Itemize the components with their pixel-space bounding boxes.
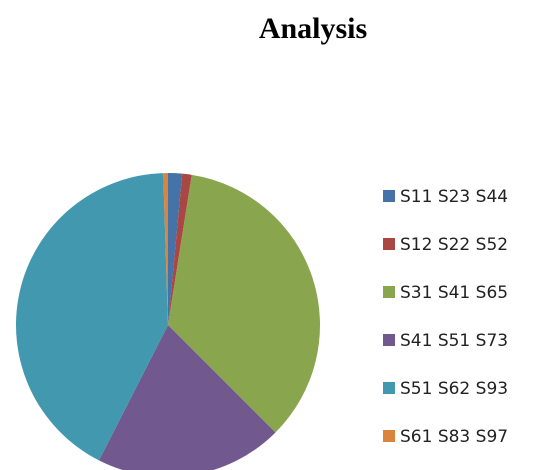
legend-label: S41 S51 S73 <box>400 331 508 351</box>
legend-swatch <box>383 238 395 250</box>
pie-slice <box>15 173 168 461</box>
legend-label: S51 S62 S93 <box>400 379 508 399</box>
pie-slice <box>98 325 276 470</box>
pie-slice <box>163 173 168 325</box>
legend-label: S12 S22 S52 <box>400 235 508 255</box>
pie-slice <box>168 174 321 433</box>
legend-swatch <box>383 286 395 298</box>
pie-slice <box>168 173 192 325</box>
legend-label: S31 S41 S65 <box>400 283 508 303</box>
pie-slice <box>168 173 183 325</box>
legend-swatch <box>383 334 395 346</box>
legend-swatch <box>383 430 395 442</box>
legend-swatch <box>383 382 395 394</box>
legend-label: S11 S23 S44 <box>400 187 508 207</box>
legend-swatch <box>383 190 395 202</box>
legend-label: S61 S83 S97 <box>400 427 508 447</box>
chart-title: Analysis <box>259 12 367 45</box>
